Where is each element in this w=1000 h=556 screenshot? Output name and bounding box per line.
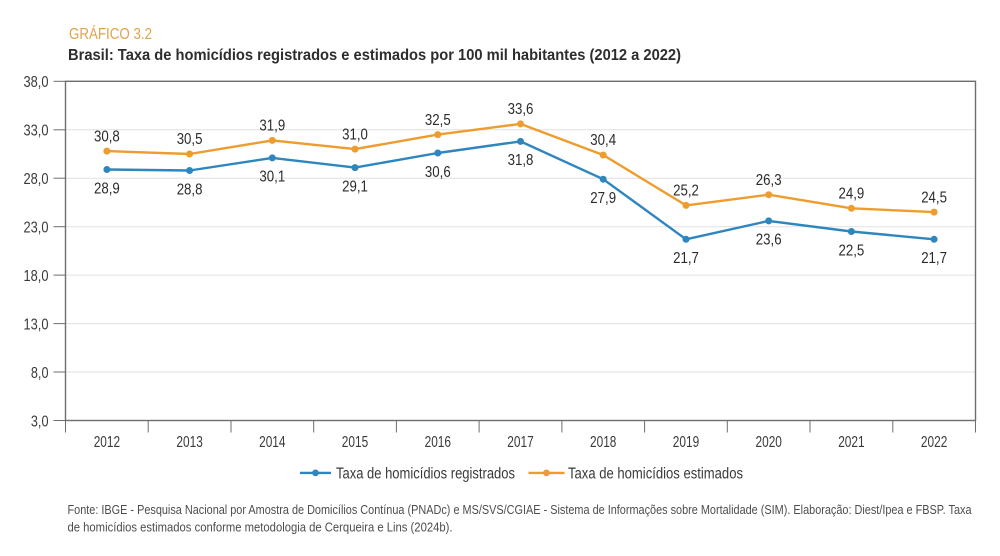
svg-text:2019: 2019 (673, 434, 699, 451)
svg-text:2012: 2012 (94, 434, 120, 451)
svg-text:29,1: 29,1 (342, 178, 368, 195)
svg-text:Taxa de homicídios registrados: Taxa de homicídios registrados (336, 465, 515, 482)
svg-text:24,5: 24,5 (921, 189, 947, 206)
svg-text:31,8: 31,8 (508, 152, 534, 169)
svg-text:2022: 2022 (921, 434, 947, 451)
svg-text:21,7: 21,7 (921, 250, 947, 267)
svg-text:30,6: 30,6 (425, 164, 451, 181)
svg-text:2013: 2013 (176, 434, 202, 451)
svg-text:21,7: 21,7 (673, 250, 699, 267)
svg-text:23,0: 23,0 (24, 220, 49, 237)
svg-text:23,6: 23,6 (756, 232, 782, 249)
svg-text:28,0: 28,0 (24, 171, 49, 188)
svg-text:28,8: 28,8 (177, 181, 203, 198)
svg-text:30,5: 30,5 (177, 131, 203, 148)
svg-text:2018: 2018 (590, 434, 616, 451)
svg-text:31,0: 31,0 (342, 126, 368, 143)
svg-text:18,0: 18,0 (24, 268, 49, 285)
svg-text:Fonte: IBGE - Pesquisa Naciona: Fonte: IBGE - Pesquisa Nacional por Amos… (68, 502, 973, 517)
svg-text:25,2: 25,2 (673, 183, 699, 200)
svg-text:26,3: 26,3 (756, 172, 782, 189)
svg-text:Brasil: Taxa de homicídios reg: Brasil: Taxa de homicídios registrados e… (68, 47, 681, 64)
svg-text:33,0: 33,0 (24, 123, 49, 140)
svg-text:30,8: 30,8 (94, 128, 120, 145)
svg-text:2020: 2020 (756, 434, 782, 451)
svg-text:28,9: 28,9 (94, 180, 120, 197)
svg-text:GRÁFICO 3.2: GRÁFICO 3.2 (69, 26, 152, 43)
svg-text:3,0: 3,0 (31, 413, 49, 430)
svg-text:31,9: 31,9 (259, 118, 285, 135)
svg-text:2016: 2016 (425, 434, 451, 451)
svg-text:Taxa de homicídios estimados: Taxa de homicídios estimados (568, 465, 743, 482)
svg-text:30,4: 30,4 (590, 132, 616, 149)
svg-text:24,9: 24,9 (839, 186, 865, 203)
svg-text:38,0: 38,0 (24, 74, 49, 91)
svg-text:22,5: 22,5 (839, 242, 865, 259)
svg-text:30,1: 30,1 (259, 169, 285, 186)
svg-text:de homicídios estimados confor: de homicídios estimados conforme metodol… (68, 520, 453, 535)
svg-text:32,5: 32,5 (425, 112, 451, 129)
svg-text:2015: 2015 (342, 434, 368, 451)
svg-text:2017: 2017 (507, 434, 533, 451)
svg-text:13,0: 13,0 (24, 316, 49, 333)
svg-text:2014: 2014 (259, 434, 285, 451)
svg-text:2021: 2021 (838, 434, 864, 451)
svg-text:27,9: 27,9 (590, 190, 616, 207)
svg-text:33,6: 33,6 (508, 101, 534, 118)
svg-text:8,0: 8,0 (31, 365, 49, 382)
